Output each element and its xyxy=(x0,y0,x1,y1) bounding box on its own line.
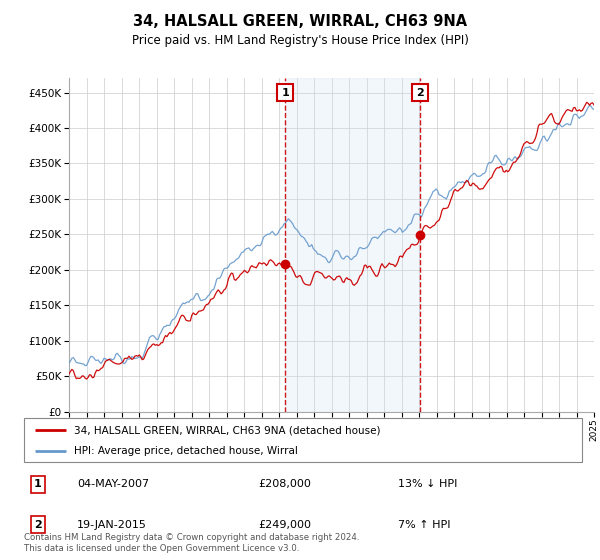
FancyBboxPatch shape xyxy=(24,418,582,462)
Text: 34, HALSALL GREEN, WIRRAL, CH63 9NA: 34, HALSALL GREEN, WIRRAL, CH63 9NA xyxy=(133,14,467,29)
Text: Price paid vs. HM Land Registry's House Price Index (HPI): Price paid vs. HM Land Registry's House … xyxy=(131,34,469,46)
Text: 1: 1 xyxy=(34,479,42,489)
Text: 34, HALSALL GREEN, WIRRAL, CH63 9NA (detached house): 34, HALSALL GREEN, WIRRAL, CH63 9NA (det… xyxy=(74,425,381,435)
Text: 13% ↓ HPI: 13% ↓ HPI xyxy=(398,479,457,489)
Text: 19-JAN-2015: 19-JAN-2015 xyxy=(77,520,147,530)
Text: Contains HM Land Registry data © Crown copyright and database right 2024.
This d: Contains HM Land Registry data © Crown c… xyxy=(24,533,359,553)
Text: £208,000: £208,000 xyxy=(259,479,311,489)
Text: 2: 2 xyxy=(34,520,42,530)
Bar xyxy=(285,78,420,412)
Text: 7% ↑ HPI: 7% ↑ HPI xyxy=(398,520,451,530)
Text: 2: 2 xyxy=(416,87,424,97)
Text: HPI: Average price, detached house, Wirral: HPI: Average price, detached house, Wirr… xyxy=(74,446,298,456)
Text: 04-MAY-2007: 04-MAY-2007 xyxy=(77,479,149,489)
Text: £249,000: £249,000 xyxy=(259,520,311,530)
Text: 1: 1 xyxy=(281,87,289,97)
